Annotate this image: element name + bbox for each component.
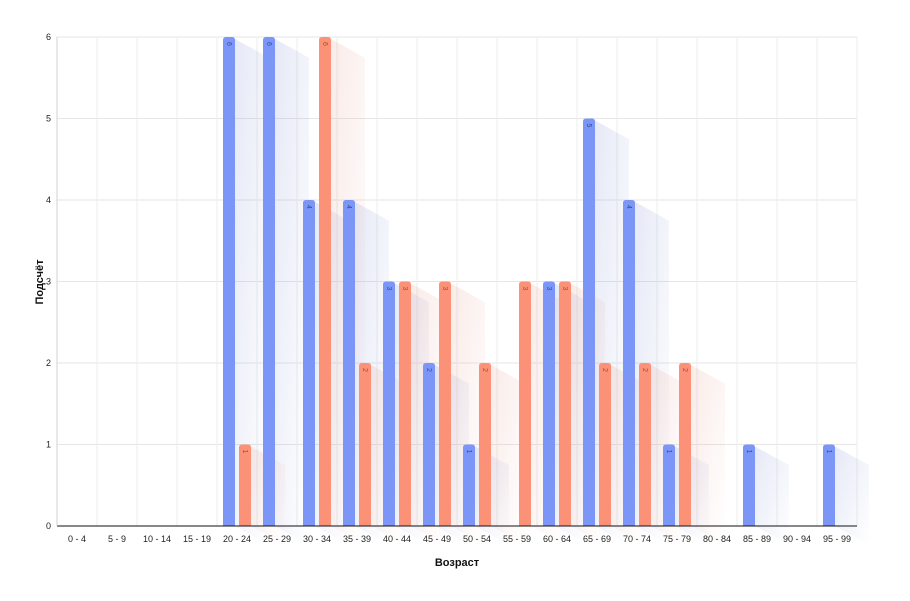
x-tick-label: 90 - 94 [783,534,811,544]
y-tick-label: 1 [46,440,51,450]
x-tick-label: 15 - 19 [183,534,211,544]
bar [383,281,395,526]
bar [343,200,355,526]
bar-data-label: 2 [361,368,368,372]
bar-data-label: 3 [545,287,552,291]
bar-data-label: 2 [641,368,648,372]
bar-data-label: 3 [385,287,392,291]
bar [439,281,451,526]
bar [519,281,531,526]
bar-data-label: 3 [401,287,408,291]
bar [223,37,235,526]
bar-data-label: 1 [825,450,832,454]
x-tick-label: 20 - 24 [223,534,251,544]
bar-data-label: 1 [665,450,672,454]
bar [423,363,435,526]
y-tick-label: 3 [46,277,51,287]
bar-data-label: 6 [265,42,272,46]
bar [663,444,675,526]
bar [463,444,475,526]
x-tick-label: 65 - 69 [583,534,611,544]
bar [559,281,571,526]
y-axis-title: Подсчёт [34,259,46,305]
x-axis-title: Возраст [435,557,480,569]
bar-data-label: 4 [625,205,632,209]
bar [639,363,651,526]
x-tick-label: 45 - 49 [423,534,451,544]
x-tick-label: 85 - 89 [743,534,771,544]
y-tick-label: 2 [46,358,51,368]
y-tick-label: 4 [46,195,51,205]
bar-data-label: 2 [681,368,688,372]
x-tick-label: 10 - 14 [143,534,171,544]
x-tick-label: 25 - 29 [263,534,291,544]
bar [823,444,835,526]
x-tick-label: 95 - 99 [823,534,851,544]
bar [543,281,555,526]
bar-shadow [755,446,789,545]
bar-shadow [235,39,269,545]
bar-data-label: 2 [601,368,608,372]
bar-data-label: 6 [225,42,232,46]
bar-data-label: 5 [585,124,592,128]
bar [583,118,595,526]
bar-shadow [835,446,869,545]
bar-data-label: 6 [321,42,328,46]
bar-data-label: 4 [345,205,352,209]
x-tick-label: 55 - 59 [503,534,531,544]
bar [479,363,491,526]
bar-data-label: 4 [305,205,312,209]
bar-shadow [451,283,485,545]
bar [599,363,611,526]
bar-shadow [275,39,309,545]
bar [679,363,691,526]
y-tick-label: 0 [46,521,51,531]
x-tick-label: 0 - 4 [68,534,86,544]
x-tick-label: 50 - 54 [463,534,491,544]
x-tick-label: 35 - 39 [343,534,371,544]
x-tick-label: 5 - 9 [108,534,126,544]
x-tick-label: 80 - 84 [703,534,731,544]
bar [319,37,331,526]
bar-data-label: 3 [441,287,448,291]
bar [263,37,275,526]
x-tick-label: 60 - 64 [543,534,571,544]
x-tick-label: 30 - 34 [303,534,331,544]
bar [359,363,371,526]
bar-shadow [491,365,525,545]
y-tick-label: 6 [46,32,51,42]
bar-data-label: 3 [561,287,568,291]
bar-shadow [691,365,725,545]
bar [239,444,251,526]
bar [623,200,635,526]
bar-data-label: 1 [465,450,472,454]
bar-data-label: 2 [425,368,432,372]
bar [743,444,755,526]
bar-data-label: 1 [745,450,752,454]
bar-data-label: 1 [241,450,248,454]
bars: 6 6 4 4 3 2 1 3 5 4 1 1 1 1 6 2 3 3 2 3 3 2 2 2 [223,37,835,526]
bar [303,200,315,526]
x-tick-label: 75 - 79 [663,534,691,544]
x-tick-label: 70 - 74 [623,534,651,544]
x-tick-label: 40 - 44 [383,534,411,544]
bar [399,281,411,526]
y-tick-label: 5 [46,114,51,124]
bar-data-label: 2 [481,368,488,372]
bar-data-label: 3 [521,287,528,291]
